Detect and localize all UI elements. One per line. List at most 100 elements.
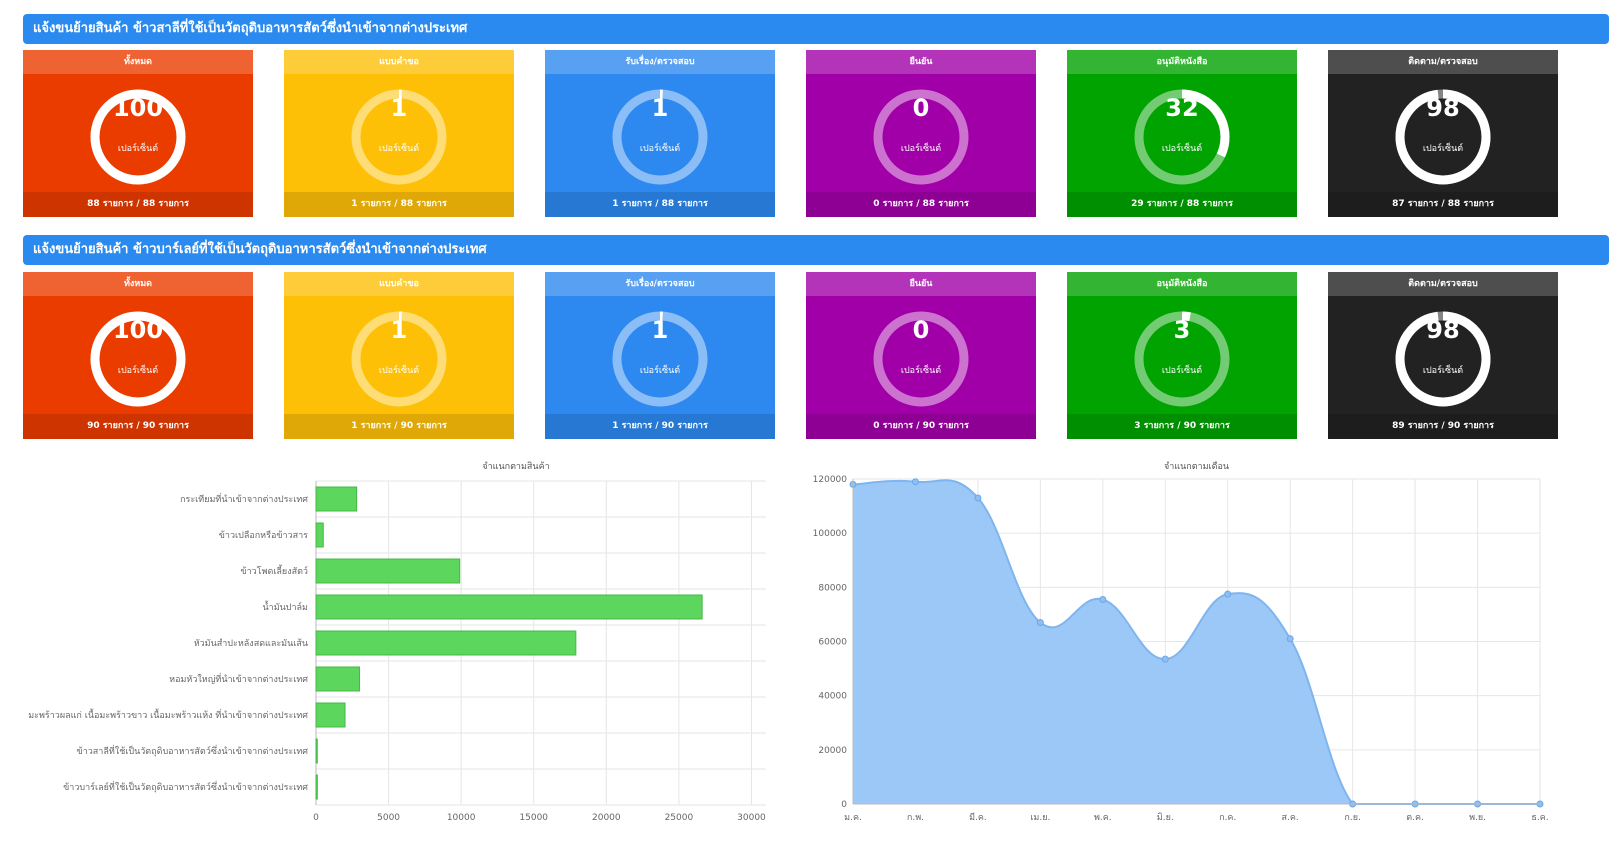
status-card[interactable]: ทั้งหมด 100 เปอร์เซ็นต์ 88 รายการ / 88 รายก… — [23, 50, 253, 217]
bar — [315, 594, 703, 620]
status-card[interactable]: รับเรื่อง/ตรวจสอบ 1 เปอร์เซ็นต์ 1 รายการ / … — [545, 272, 775, 439]
chart-title: จำแนกตามสินค้า — [482, 461, 549, 472]
y-tick-label: 120000 — [813, 475, 848, 485]
progress-ring-fill — [90, 89, 186, 185]
card-footer-count: 1 รายการ / 88 รายการ — [545, 192, 775, 217]
x-tick-label: ธ.ค. — [1531, 813, 1548, 823]
x-tick-label: 30000 — [737, 813, 766, 823]
status-card[interactable]: ติดตาม/ตรวจสอบ 98 เปอร์เซ็นต์ 89 รายการ / 9… — [1328, 272, 1558, 439]
status-card[interactable]: ยืนยัน 0 เปอร์เซ็นต์ 0 รายการ / 88 รายการ — [806, 50, 1036, 217]
x-tick-label: ม.ค. — [844, 813, 862, 823]
y-category-label: น้ำมันปาล์ม — [262, 600, 308, 613]
progress-ring — [1134, 89, 1230, 185]
card-body: 1 เปอร์เซ็นต์ — [545, 296, 775, 414]
data-point — [911, 478, 919, 486]
card-title: รับเรื่อง/ตรวจสอบ — [545, 272, 775, 296]
card-footer-count: 1 รายการ / 88 รายการ — [284, 192, 514, 217]
y-category-label: หอมหัวใหญ่ที่นำเข้าจากต่างประเทศ — [169, 672, 308, 685]
card-percent-value: 1 — [390, 316, 408, 344]
card-title: อนุมัติหนังสือ — [1067, 50, 1297, 74]
card-percent-unit: เปอร์เซ็นต์ — [117, 366, 159, 376]
progress-ring — [1395, 89, 1491, 185]
status-card[interactable]: ยืนยัน 0 เปอร์เซ็นต์ 0 รายการ / 90 รายการ — [806, 272, 1036, 439]
x-tick-label: มี.ค. — [969, 812, 987, 823]
progress-ring — [873, 89, 969, 185]
y-tick-label: 80000 — [818, 583, 847, 593]
x-tick-label: พ.ค. — [1094, 813, 1112, 823]
y-category-label: ข้าวโพดเลี้ยงสัตว์ — [240, 564, 308, 577]
progress-ring-fill — [90, 311, 186, 407]
bar — [315, 702, 346, 728]
status-card[interactable]: แบบคำขอ 1 เปอร์เซ็นต์ 1 รายการ / 88 รายการ — [284, 50, 514, 217]
card-title: ยืนยัน — [806, 50, 1036, 74]
card-body: 100 เปอร์เซ็นต์ — [23, 296, 253, 414]
progress-ring-fill — [1395, 311, 1491, 407]
status-card[interactable]: รับเรื่อง/ตรวจสอบ 1 เปอร์เซ็นต์ 1 รายการ / … — [545, 50, 775, 217]
bar — [315, 666, 361, 692]
status-card[interactable]: ติดตาม/ตรวจสอบ 98 เปอร์เซ็นต์ 87 รายการ / 8… — [1328, 50, 1558, 217]
card-footer-count: 90 รายการ / 90 รายการ — [23, 414, 253, 439]
data-point — [1286, 635, 1294, 643]
card-percent-unit: เปอร์เซ็นต์ — [639, 366, 681, 376]
area-fill — [853, 480, 1540, 804]
card-body: 3 เปอร์เซ็นต์ — [1067, 296, 1297, 414]
status-card[interactable]: อนุมัติหนังสือ 3 เปอร์เซ็นต์ 3 รายการ / 90 … — [1067, 272, 1297, 439]
card-percent-value: 100 — [112, 94, 164, 122]
progress-ring-fill — [1134, 311, 1230, 407]
progress-ring-fill — [351, 89, 447, 185]
x-tick-label: ก.ค. — [1219, 813, 1236, 823]
card-footer-count: 0 รายการ / 88 รายการ — [806, 192, 1036, 217]
card-percent-unit: เปอร์เซ็นต์ — [378, 144, 420, 154]
card-percent-value: 98 — [1426, 316, 1460, 344]
y-tick-label: 40000 — [818, 692, 847, 702]
section-header-barley: แจ้งขนย้ายสินค้า ข้าวบาร์เลย์ที่ใช้เป็นว… — [23, 235, 1609, 265]
card-percent-value: 98 — [1426, 94, 1460, 122]
card-body: 100 เปอร์เซ็นต์ — [23, 74, 253, 192]
card-percent-value: 1 — [390, 94, 408, 122]
card-title: ทั้งหมด — [23, 272, 253, 296]
card-percent-value: 32 — [1165, 94, 1199, 122]
card-percent-value: 3 — [1173, 316, 1191, 344]
bar — [315, 630, 577, 656]
y-category-label: ข้าวบาร์เลย์ที่ใช้เป็นวัตถุดิบอาหารสัตว์… — [63, 780, 308, 793]
bar — [315, 774, 318, 800]
progress-ring — [873, 311, 969, 407]
card-percent-unit: เปอร์เซ็นต์ — [1161, 144, 1203, 154]
card-body: 1 เปอร์เซ็นต์ — [284, 74, 514, 192]
progress-ring — [351, 311, 447, 407]
card-body: 0 เปอร์เซ็นต์ — [806, 296, 1036, 414]
x-tick-label: ต.ค. — [1406, 813, 1424, 823]
card-percent-unit: เปอร์เซ็นต์ — [639, 144, 681, 154]
x-tick-label: 0 — [313, 813, 319, 823]
x-tick-label: 20000 — [592, 813, 621, 823]
y-tick-label: 0 — [841, 800, 847, 810]
y-category-label: กระเทียมที่นำเข้าจากต่างประเทศ — [180, 492, 308, 505]
card-percent-unit: เปอร์เซ็นต์ — [900, 366, 942, 376]
card-title: ยืนยัน — [806, 272, 1036, 296]
progress-ring-fill — [612, 311, 708, 407]
chart-title: จำแนกตามเดือน — [1164, 461, 1229, 472]
progress-ring — [90, 311, 186, 407]
card-body: 98 เปอร์เซ็นต์ — [1328, 296, 1558, 414]
data-point — [974, 494, 982, 502]
card-title: อนุมัติหนังสือ — [1067, 272, 1297, 296]
card-footer-count: 87 รายการ / 88 รายการ — [1328, 192, 1558, 217]
status-card[interactable]: ทั้งหมด 100 เปอร์เซ็นต์ 90 รายการ / 90 รายก… — [23, 272, 253, 439]
card-percent-unit: เปอร์เซ็นต์ — [1422, 366, 1464, 376]
y-tick-label: 60000 — [818, 638, 847, 648]
status-card[interactable]: แบบคำขอ 1 เปอร์เซ็นต์ 1 รายการ / 90 รายการ — [284, 272, 514, 439]
bar — [315, 522, 324, 548]
y-category-label: หัวมันสำปะหลังสดและมันเส้น — [194, 638, 308, 649]
x-tick-label: ส.ค. — [1282, 813, 1299, 823]
y-category-label: ข้าวเปลือกหรือข้าวสาร — [219, 530, 308, 541]
y-category-label: ข้าวสาลีที่ใช้เป็นวัตถุดิบอาหารสัตว์ซึ่ง… — [77, 744, 309, 757]
x-tick-label: 25000 — [665, 813, 694, 823]
progress-ring — [1134, 311, 1230, 407]
x-tick-label: เม.ย. — [1030, 813, 1050, 823]
card-footer-count: 1 รายการ / 90 รายการ — [545, 414, 775, 439]
data-point — [1036, 619, 1044, 627]
card-title: ติดตาม/ตรวจสอบ — [1328, 50, 1558, 74]
x-tick-label: พ.ย. — [1469, 813, 1486, 823]
status-card[interactable]: อนุมัติหนังสือ 32 เปอร์เซ็นต์ 29 รายการ / 8… — [1067, 50, 1297, 217]
progress-ring-fill — [351, 311, 447, 407]
